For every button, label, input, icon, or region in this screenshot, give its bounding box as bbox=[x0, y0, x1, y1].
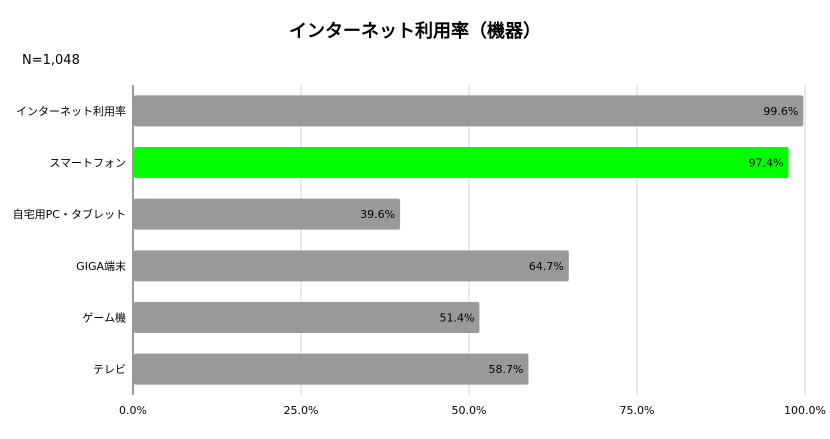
category-label: インターネット利用率 bbox=[16, 104, 126, 118]
x-tick-label: 75.0% bbox=[620, 404, 655, 417]
data-label: 99.6% bbox=[763, 105, 798, 118]
data-label: 97.4% bbox=[749, 157, 784, 170]
data-label: 64.7% bbox=[529, 260, 564, 273]
category-label: スマートフォン bbox=[49, 157, 126, 170]
bar bbox=[134, 147, 789, 178]
data-label: 51.4% bbox=[439, 312, 474, 325]
category-label: テレビ bbox=[93, 363, 126, 376]
category-label: 自宅用PC・タブレット bbox=[13, 207, 126, 221]
bar bbox=[134, 198, 401, 230]
category-label: ゲーム機 bbox=[82, 311, 126, 325]
x-tick-label: 50.0% bbox=[452, 404, 487, 417]
category-label: GIGA端末 bbox=[76, 259, 126, 273]
sample-size-label: N=1,048 bbox=[22, 53, 80, 68]
bar bbox=[134, 353, 529, 385]
bar bbox=[134, 302, 480, 333]
bar bbox=[134, 250, 569, 282]
x-tick-label: 100.0% bbox=[784, 404, 826, 417]
x-tick-label: 25.0% bbox=[284, 404, 319, 417]
data-label: 58.7% bbox=[489, 363, 524, 376]
x-tick-label: 0.0% bbox=[119, 404, 147, 417]
bar bbox=[134, 95, 804, 127]
data-label: 39.6% bbox=[360, 208, 395, 221]
chart-title: インターネット利用率（機器） bbox=[289, 21, 541, 42]
